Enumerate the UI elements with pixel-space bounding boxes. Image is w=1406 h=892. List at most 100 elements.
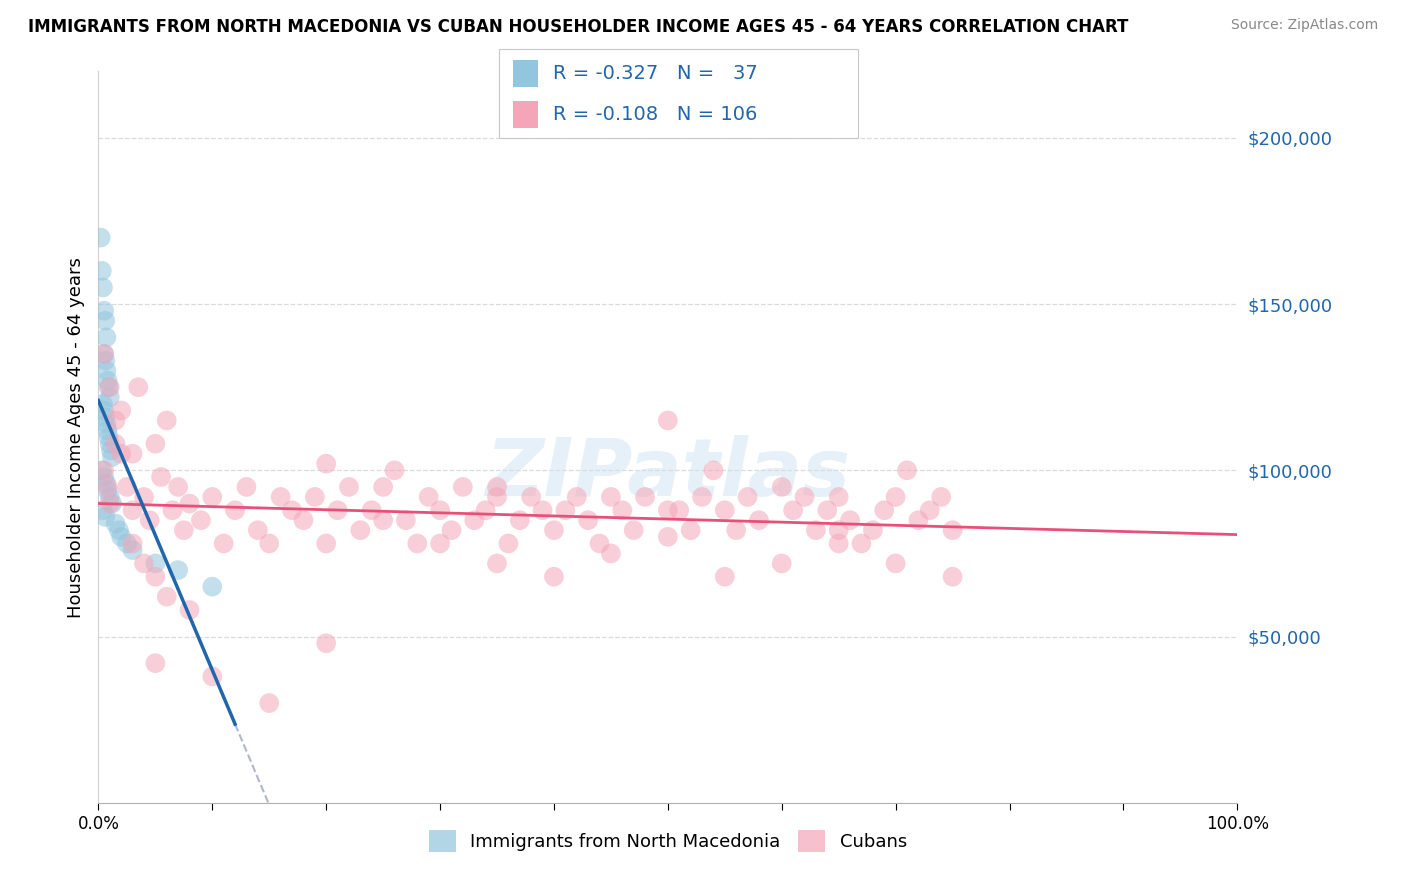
Point: [201, 669, 224, 683]
Point: [702, 463, 724, 477]
Point: [156, 413, 179, 427]
Point: [201, 580, 224, 594]
Point: [93, 347, 115, 361]
Point: [90, 230, 112, 244]
Point: [748, 513, 770, 527]
Point: [304, 490, 326, 504]
Point: [97, 430, 120, 444]
Point: [96, 476, 118, 491]
Point: [509, 513, 531, 527]
Point: [259, 536, 281, 550]
Point: [190, 513, 212, 527]
Point: [543, 523, 565, 537]
Point: [543, 570, 565, 584]
Point: [96, 483, 118, 498]
Point: [600, 490, 623, 504]
Point: [121, 447, 143, 461]
Point: [942, 523, 965, 537]
Point: [851, 536, 873, 550]
Point: [429, 536, 451, 550]
Text: R = -0.108   N = 106: R = -0.108 N = 106: [553, 104, 756, 124]
Point: [145, 436, 167, 450]
Point: [657, 503, 679, 517]
Point: [101, 497, 124, 511]
Point: [896, 463, 918, 477]
Point: [93, 463, 115, 477]
Point: [292, 513, 315, 527]
Point: [93, 347, 115, 361]
Point: [942, 570, 965, 584]
Point: [918, 503, 941, 517]
Point: [862, 523, 884, 537]
Point: [828, 523, 851, 537]
Point: [127, 380, 149, 394]
Point: [96, 330, 118, 344]
Point: [384, 463, 406, 477]
Point: [110, 403, 132, 417]
Point: [929, 490, 952, 504]
Point: [371, 513, 394, 527]
Point: [94, 509, 117, 524]
Point: [828, 536, 851, 550]
Point: [623, 523, 645, 537]
Point: [98, 497, 121, 511]
Point: [770, 480, 793, 494]
Point: [474, 503, 496, 517]
Point: [828, 490, 851, 504]
Point: [418, 490, 440, 504]
Point: [486, 490, 509, 504]
Point: [600, 546, 623, 560]
Point: [588, 536, 610, 550]
Point: [110, 530, 132, 544]
Point: [770, 557, 793, 571]
Point: [94, 314, 117, 328]
Point: [531, 503, 554, 517]
Point: [612, 503, 634, 517]
Point: [235, 480, 257, 494]
Point: [690, 490, 713, 504]
Y-axis label: Householder Income Ages 45 - 64 years: Householder Income Ages 45 - 64 years: [66, 257, 84, 617]
Point: [98, 380, 121, 394]
Point: [96, 417, 118, 431]
Point: [315, 536, 337, 550]
Point: [565, 490, 588, 504]
Point: [486, 480, 509, 494]
Point: [326, 503, 349, 517]
Point: [162, 503, 184, 517]
Point: [576, 513, 599, 527]
Point: [679, 523, 702, 537]
Point: [498, 536, 520, 550]
Point: [440, 523, 463, 537]
Point: [167, 563, 190, 577]
Point: [156, 590, 179, 604]
Point: [554, 503, 576, 517]
Point: [349, 523, 371, 537]
Point: [101, 450, 124, 464]
Point: [246, 523, 269, 537]
Point: [93, 303, 115, 318]
Point: [121, 536, 143, 550]
Point: [150, 470, 173, 484]
Point: [782, 503, 804, 517]
Point: [451, 480, 474, 494]
Point: [463, 513, 485, 527]
Text: Source: ZipAtlas.com: Source: ZipAtlas.com: [1230, 18, 1378, 32]
Point: [714, 570, 737, 584]
Point: [668, 503, 690, 517]
Point: [110, 447, 132, 461]
Point: [96, 480, 118, 494]
Point: [520, 490, 543, 504]
Point: [90, 264, 112, 278]
Point: [145, 570, 167, 584]
Point: [907, 513, 929, 527]
Point: [486, 557, 509, 571]
Point: [104, 413, 127, 427]
Point: [179, 497, 201, 511]
Point: [337, 480, 360, 494]
Point: [98, 390, 121, 404]
Point: [839, 513, 862, 527]
Point: [167, 480, 190, 494]
Point: [108, 523, 131, 537]
Legend: Immigrants from North Macedonia, Cubans: Immigrants from North Macedonia, Cubans: [422, 823, 914, 860]
Point: [90, 463, 112, 477]
